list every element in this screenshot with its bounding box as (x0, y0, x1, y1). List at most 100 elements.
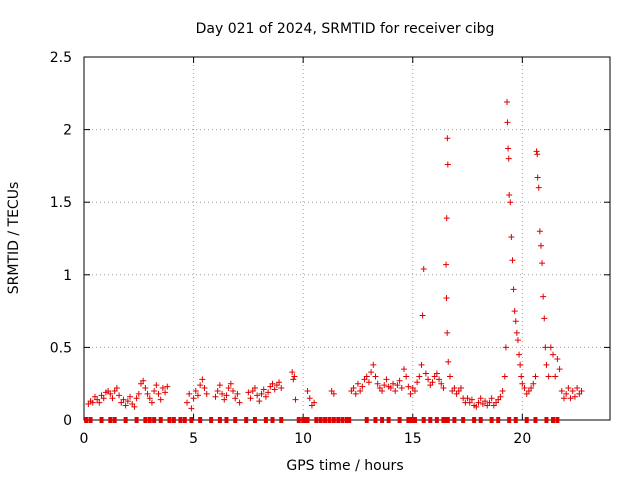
data-point (508, 234, 515, 241)
data-point-zero (544, 417, 549, 423)
x-tick-label: 15 (404, 431, 422, 447)
data-point (383, 376, 390, 383)
data-point (131, 403, 138, 410)
data-point (251, 385, 258, 392)
data-point (444, 135, 451, 142)
data-point (482, 398, 489, 405)
data-point (414, 379, 421, 386)
data-point (507, 199, 514, 206)
data-point (447, 373, 454, 380)
data-point (503, 99, 510, 106)
x-axis-label: GPS time / hours (286, 458, 403, 474)
data-point-zero (108, 417, 113, 423)
x-tick-label: 20 (513, 431, 531, 447)
data-point-zero (336, 417, 341, 423)
data-point (265, 389, 272, 396)
data-point (245, 389, 252, 396)
data-point (542, 344, 549, 351)
data-points (84, 99, 585, 423)
data-point (475, 399, 482, 406)
data-point (502, 344, 509, 351)
data-point-zero (143, 417, 148, 423)
data-point (142, 385, 149, 392)
y-tick-label: 1 (63, 268, 72, 284)
data-point (405, 383, 412, 390)
data-point (212, 393, 219, 400)
data-point (124, 398, 131, 405)
data-point (534, 174, 541, 181)
data-point (227, 380, 234, 387)
data-point (153, 382, 160, 389)
data-point (420, 265, 427, 272)
data-point (505, 155, 512, 162)
data-point (201, 385, 208, 392)
data-point (304, 387, 311, 394)
data-point (504, 119, 511, 126)
data-point-zero (441, 417, 446, 423)
data-point (440, 385, 447, 392)
data-point (407, 390, 414, 397)
data-point (425, 376, 432, 383)
data-point (127, 393, 134, 400)
y-tick-label: 0.5 (50, 340, 72, 356)
data-point-zero (551, 417, 556, 423)
data-point-zero (345, 417, 349, 423)
data-point (214, 387, 221, 394)
data-point-zero (347, 417, 352, 423)
data-point-zero (112, 417, 117, 423)
y-axis-label: SRMTID / TECUs (6, 182, 22, 295)
data-point-zero (303, 417, 308, 423)
chart-title: Day 021 of 2024, SRMTID for receiver cib… (196, 21, 495, 37)
data-point (89, 399, 96, 406)
data-point (190, 395, 197, 402)
data-point (291, 373, 298, 380)
data-point (370, 361, 377, 368)
data-point (497, 393, 504, 400)
data-point (419, 312, 426, 319)
data-point (445, 358, 452, 365)
data-point (519, 380, 526, 387)
data-point (528, 385, 535, 392)
data-point (192, 387, 199, 394)
data-point (539, 260, 546, 267)
data-point-zero (224, 417, 229, 423)
data-point (537, 242, 544, 249)
data-point-zero (524, 417, 529, 423)
data-point (416, 373, 423, 380)
data-point (411, 387, 418, 394)
data-point (565, 385, 572, 392)
data-point (543, 361, 550, 368)
data-point (486, 399, 493, 406)
data-point-zero (397, 417, 402, 423)
data-point (530, 380, 537, 387)
data-point (352, 390, 359, 397)
x-tick-label: 10 (294, 431, 312, 447)
data-point (271, 386, 278, 393)
data-point (499, 387, 506, 394)
data-point (558, 387, 565, 394)
data-point (151, 387, 158, 394)
data-point (225, 385, 232, 392)
data-point (278, 385, 285, 392)
data-point (381, 382, 388, 389)
data-point (368, 369, 375, 376)
data-point (556, 366, 563, 373)
data-point (477, 395, 484, 402)
data-point (374, 380, 381, 387)
data-point-zero (380, 417, 385, 423)
data-point (135, 390, 142, 397)
data-point-zero (489, 417, 494, 423)
data-point (96, 399, 103, 406)
data-point (521, 385, 528, 392)
data-point (109, 395, 116, 402)
data-point (554, 356, 561, 363)
data-point-zero (410, 417, 415, 423)
data-point (394, 382, 401, 389)
data-point (148, 399, 155, 406)
data-point (436, 376, 443, 383)
data-point (547, 344, 554, 351)
data-point (365, 379, 372, 386)
data-point-zero (478, 417, 483, 423)
data-point-zero (209, 417, 214, 423)
axis-ticks: 0 0.5 1 1.5 2 2.5 0 5 10 15 20 (50, 50, 610, 447)
